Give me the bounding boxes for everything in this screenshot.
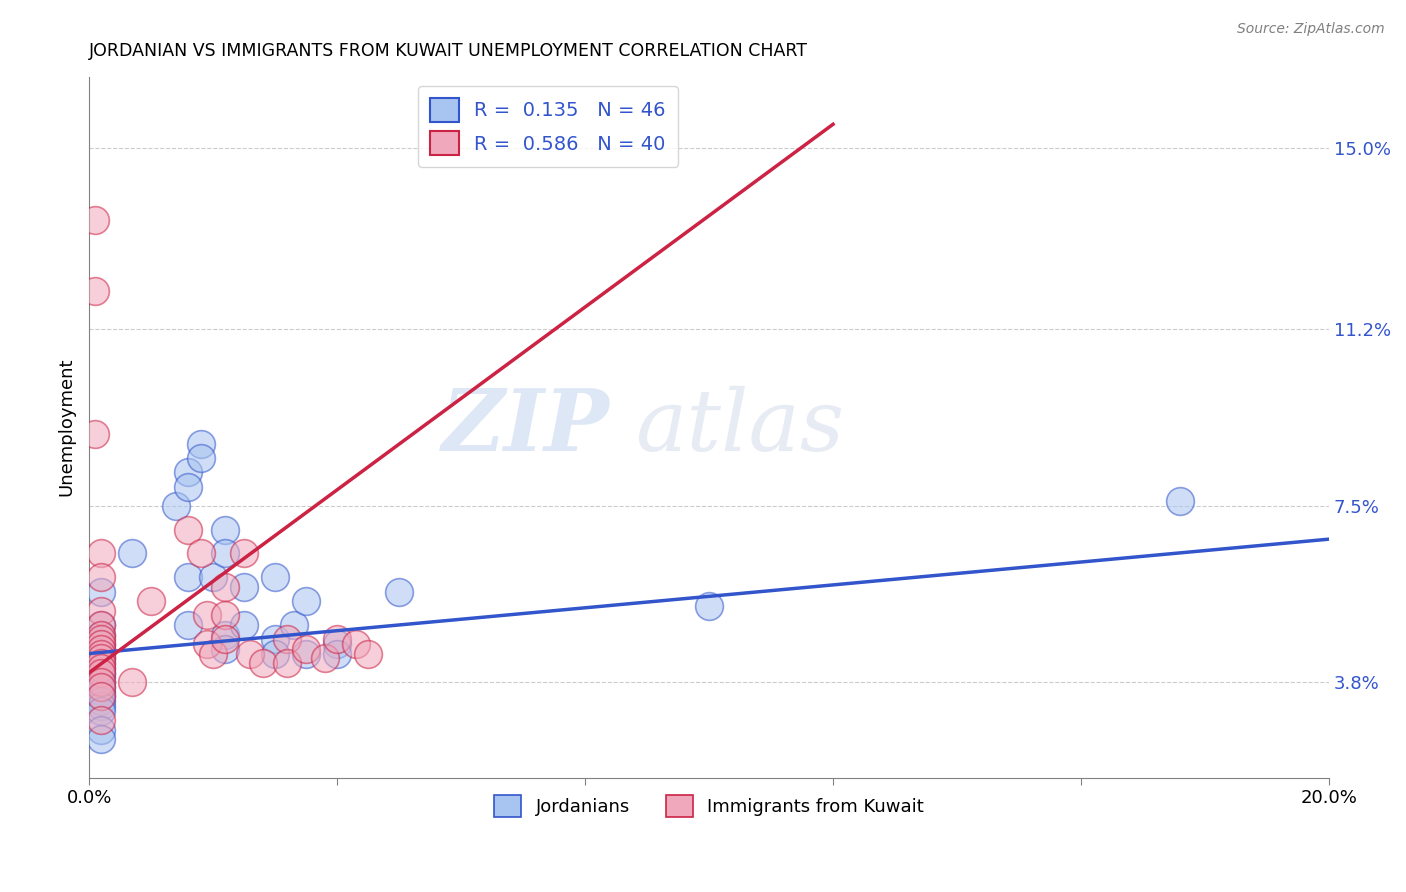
Point bbox=[388, 584, 411, 599]
Point bbox=[90, 680, 112, 694]
Point bbox=[90, 690, 112, 704]
Point bbox=[90, 647, 112, 661]
Point bbox=[252, 656, 274, 670]
Point bbox=[90, 661, 112, 675]
Point bbox=[697, 599, 720, 613]
Point bbox=[84, 427, 107, 442]
Point bbox=[90, 661, 112, 675]
Point bbox=[90, 656, 112, 670]
Point bbox=[214, 580, 236, 594]
Point bbox=[90, 546, 112, 560]
Point bbox=[90, 618, 112, 632]
Point bbox=[90, 699, 112, 714]
Point bbox=[214, 632, 236, 647]
Point bbox=[90, 665, 112, 680]
Point bbox=[202, 570, 225, 584]
Text: Source: ZipAtlas.com: Source: ZipAtlas.com bbox=[1237, 22, 1385, 37]
Point bbox=[165, 499, 187, 513]
Point bbox=[84, 212, 107, 227]
Point bbox=[190, 546, 212, 560]
Legend: Jordanians, Immigrants from Kuwait: Jordanians, Immigrants from Kuwait bbox=[486, 789, 931, 824]
Point bbox=[233, 546, 256, 560]
Point bbox=[344, 637, 367, 651]
Point bbox=[121, 546, 143, 560]
Point bbox=[90, 694, 112, 708]
Point bbox=[90, 670, 112, 684]
Point bbox=[326, 632, 349, 647]
Point bbox=[177, 480, 200, 494]
Point bbox=[314, 651, 336, 665]
Point bbox=[295, 641, 318, 656]
Point bbox=[90, 714, 112, 728]
Point bbox=[90, 570, 112, 584]
Point bbox=[90, 604, 112, 618]
Point bbox=[90, 647, 112, 661]
Point bbox=[264, 570, 287, 584]
Point bbox=[283, 618, 305, 632]
Point bbox=[177, 570, 200, 584]
Point bbox=[233, 618, 256, 632]
Point bbox=[90, 637, 112, 651]
Point bbox=[214, 641, 236, 656]
Point bbox=[190, 436, 212, 450]
Text: atlas: atlas bbox=[634, 385, 844, 468]
Point bbox=[214, 546, 236, 560]
Point bbox=[90, 651, 112, 665]
Point bbox=[90, 684, 112, 698]
Point bbox=[139, 594, 162, 608]
Point bbox=[90, 690, 112, 704]
Point bbox=[84, 284, 107, 298]
Point bbox=[90, 637, 112, 651]
Point bbox=[239, 647, 262, 661]
Point bbox=[214, 523, 236, 537]
Point bbox=[326, 637, 349, 651]
Point bbox=[264, 647, 287, 661]
Point bbox=[214, 627, 236, 641]
Text: JORDANIAN VS IMMIGRANTS FROM KUWAIT UNEMPLOYMENT CORRELATION CHART: JORDANIAN VS IMMIGRANTS FROM KUWAIT UNEM… bbox=[89, 42, 808, 60]
Point bbox=[177, 523, 200, 537]
Point bbox=[233, 580, 256, 594]
Y-axis label: Unemployment: Unemployment bbox=[58, 358, 75, 496]
Point bbox=[90, 704, 112, 718]
Point bbox=[90, 723, 112, 737]
Point bbox=[90, 618, 112, 632]
Point bbox=[90, 584, 112, 599]
Point bbox=[214, 608, 236, 623]
Point bbox=[295, 647, 318, 661]
Point bbox=[177, 466, 200, 480]
Point bbox=[90, 641, 112, 656]
Point bbox=[90, 627, 112, 641]
Point bbox=[90, 627, 112, 641]
Point bbox=[90, 656, 112, 670]
Point bbox=[90, 641, 112, 656]
Point bbox=[326, 647, 349, 661]
Point bbox=[177, 618, 200, 632]
Point bbox=[1168, 494, 1191, 508]
Point bbox=[195, 608, 218, 623]
Point bbox=[190, 451, 212, 466]
Point bbox=[357, 647, 380, 661]
Point bbox=[202, 647, 225, 661]
Point bbox=[90, 675, 112, 690]
Point bbox=[90, 680, 112, 694]
Point bbox=[121, 675, 143, 690]
Point bbox=[264, 632, 287, 647]
Point bbox=[90, 651, 112, 665]
Point bbox=[90, 732, 112, 747]
Point bbox=[276, 656, 298, 670]
Point bbox=[295, 594, 318, 608]
Point bbox=[90, 665, 112, 680]
Point bbox=[90, 632, 112, 647]
Point bbox=[90, 675, 112, 690]
Point bbox=[276, 632, 298, 647]
Text: ZIP: ZIP bbox=[441, 385, 610, 469]
Point bbox=[195, 637, 218, 651]
